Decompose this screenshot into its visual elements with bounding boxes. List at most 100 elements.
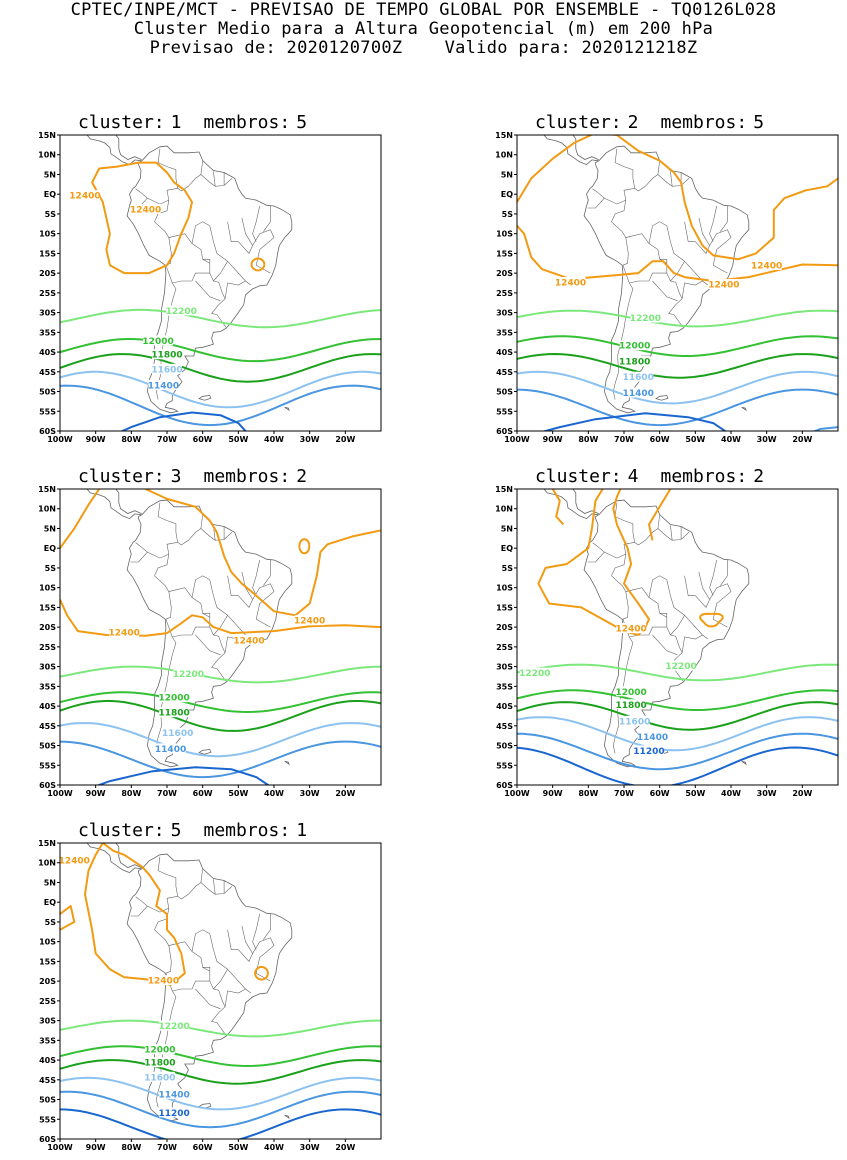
coastline <box>284 760 290 766</box>
contour-line <box>91 161 193 275</box>
country-border <box>209 579 228 616</box>
header-line-2: Cluster Medio para a Altura Geopotencial… <box>133 19 714 39</box>
country-border <box>659 613 667 618</box>
lat-tick-label: EQ <box>44 898 56 907</box>
contour-label-bg <box>619 355 650 366</box>
map-plot: 12400 12400 12400 12200 12000 11800 11600 11400… <box>495 115 839 444</box>
country-border <box>684 615 708 640</box>
coastline <box>198 1103 212 1109</box>
lat-tick-label: 5N <box>501 524 513 533</box>
country-border <box>172 272 210 284</box>
lat-tick-label: 35S <box>39 1036 56 1045</box>
country-border <box>592 542 626 559</box>
contour-label: 12400 <box>294 617 325 627</box>
figure-header: CPTEC/INPE/MCT - PREVISAO DE TEMPO GLOBA… <box>0 0 847 58</box>
contour-label-bg <box>166 305 197 316</box>
contour-line <box>60 665 381 684</box>
lat-tick-label: 55S <box>39 407 56 416</box>
country-border <box>227 575 239 596</box>
lon-tick-label: 50W <box>228 435 248 444</box>
lat-tick-label: 10N <box>38 151 56 160</box>
contour-label: 12000 <box>158 694 189 704</box>
country-border <box>670 171 673 187</box>
lat-tick-label: 55S <box>39 1115 56 1124</box>
contour-label: 11200 <box>158 1109 189 1119</box>
contour-line <box>699 612 724 628</box>
lat-tick-label: 45S <box>39 722 56 731</box>
contour-label-bg <box>616 699 647 710</box>
contour-label: 12200 <box>166 307 197 317</box>
contour-line <box>517 746 838 785</box>
lon-tick-label: 50W <box>685 435 705 444</box>
country-border <box>172 980 210 992</box>
members-count: 2 <box>296 466 308 487</box>
lat-tick-label: 55S <box>39 761 56 770</box>
country-border <box>252 205 260 242</box>
contour-label-bg <box>751 260 782 271</box>
lat-tick-label: 15N <box>38 485 56 494</box>
coastline <box>608 115 629 123</box>
coastline <box>86 843 142 874</box>
coastline <box>741 760 747 766</box>
contour-label-bg <box>148 380 179 391</box>
country-border <box>612 265 634 400</box>
panel-title: cluster: 2 membros: 5 <box>489 112 810 134</box>
contour-line <box>517 663 838 682</box>
coastline <box>177 122 183 124</box>
contour-label: 11600 <box>162 729 193 739</box>
contour-line <box>60 338 381 363</box>
country-border <box>263 560 271 586</box>
contour-label-bg <box>144 1044 175 1055</box>
contour-line <box>517 370 838 405</box>
country-border <box>213 261 228 282</box>
contour-label: 12400 <box>615 625 646 635</box>
lon-tick-label: 80W <box>121 1143 141 1152</box>
map-layer: 12400 12400 12400 12200 12000 11800 11600 11400 <box>517 115 838 431</box>
lat-tick-label: 15S <box>39 957 56 966</box>
country-border <box>238 229 275 274</box>
lat-tick-label: 10S <box>496 230 513 239</box>
lat-tick-label: 60S <box>496 427 513 436</box>
lat-tick-label: 50S <box>496 388 513 397</box>
map-layer: 12400 12400 12400 12200 12000 11800 11600 11400 <box>60 489 381 785</box>
lat-tick-label: 55S <box>496 761 513 770</box>
lon-tick-label: 60W <box>650 789 670 798</box>
contour-line <box>96 766 270 785</box>
country-border <box>670 615 685 636</box>
coastline <box>151 823 172 831</box>
lat-tick-label: 5S <box>502 564 514 573</box>
contour-label: 12000 <box>615 688 646 698</box>
country-border <box>195 280 221 302</box>
lon-tick-label: 30W <box>757 435 777 444</box>
country-border <box>709 559 717 596</box>
contour-label-bg <box>148 975 179 986</box>
contour-label: 11800 <box>144 1059 175 1069</box>
lon-tick-label: 20W <box>335 1143 355 1152</box>
country-border <box>648 575 667 598</box>
lat-tick-label: 20S <box>39 623 56 632</box>
map-frame <box>516 488 839 786</box>
contour-label-bg <box>708 278 739 289</box>
contour-label: 11800 <box>619 357 650 367</box>
contour-label-bg <box>555 277 586 287</box>
coastline <box>571 466 607 469</box>
contour-line <box>517 353 838 379</box>
contour-label: 12400 <box>555 279 586 289</box>
contour-label: 11600 <box>619 717 650 727</box>
panel-title: cluster: 4 membros: 2 <box>489 466 810 488</box>
lon-tick-label: 90W <box>543 435 563 444</box>
country-border <box>213 615 228 636</box>
country-border <box>202 613 210 618</box>
lon-tick-label: 30W <box>300 435 320 444</box>
coastline <box>284 1114 290 1120</box>
lon-tick-label: 60W <box>193 1143 213 1152</box>
country-border <box>165 591 172 620</box>
lon-tick-label: 40W <box>264 1143 284 1152</box>
country-border <box>130 551 148 563</box>
contour-label-bg <box>155 743 186 754</box>
contour-label-bg <box>619 715 650 726</box>
country-border <box>157 148 178 189</box>
country-border <box>592 188 626 205</box>
lon-tick-label: 40W <box>264 789 284 798</box>
lon-tick-label: 90W <box>86 435 106 444</box>
